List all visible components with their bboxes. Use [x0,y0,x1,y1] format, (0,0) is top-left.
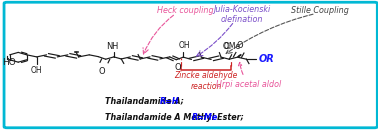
Text: Thailandamide A Methyl Ester;: Thailandamide A Methyl Ester; [105,113,246,122]
Text: O: O [99,67,105,76]
Text: Thailandamide A;: Thailandamide A; [105,96,187,106]
FancyBboxPatch shape [4,2,377,128]
Text: H: H [111,42,117,51]
Text: O: O [237,41,243,50]
Text: Heck coupling: Heck coupling [157,6,214,15]
Text: Zincke aldehyde
reaction: Zincke aldehyde reaction [175,71,238,91]
Text: Julia-Kocienski
olefination: Julia-Kocienski olefination [213,5,270,24]
Text: Stille Coupling: Stille Coupling [291,6,349,15]
Text: R=H: R=H [160,96,180,106]
Text: OMe: OMe [224,42,241,51]
Text: O: O [223,42,229,51]
Text: HO: HO [2,58,15,67]
Text: R=Me: R=Me [192,113,218,122]
Text: O: O [175,63,181,72]
Text: N: N [106,42,113,51]
Text: Urpi acetal aldol: Urpi acetal aldol [216,62,281,89]
Text: OH: OH [31,66,42,75]
Text: OH: OH [178,41,190,50]
Text: OR: OR [259,54,274,64]
